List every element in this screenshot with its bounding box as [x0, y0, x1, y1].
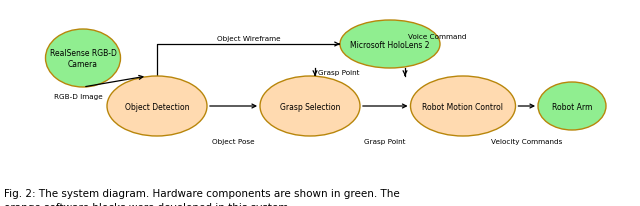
- Text: Fig. 2: The system diagram. Hardware components are shown in green. The
orange s: Fig. 2: The system diagram. Hardware com…: [4, 188, 400, 206]
- Ellipse shape: [45, 30, 120, 88]
- Text: RealSense RGB-D
Camera: RealSense RGB-D Camera: [49, 49, 116, 69]
- Text: RGB-D Image: RGB-D Image: [54, 94, 102, 99]
- Text: Robot Motion Control: Robot Motion Control: [422, 102, 504, 111]
- Text: Grasp Point: Grasp Point: [318, 70, 360, 76]
- Text: Object Detection: Object Detection: [125, 102, 189, 111]
- Text: Velocity Commands: Velocity Commands: [491, 138, 563, 144]
- Text: Grasp Selection: Grasp Selection: [280, 102, 340, 111]
- Ellipse shape: [340, 21, 440, 69]
- Ellipse shape: [410, 77, 515, 136]
- Text: Microsoft HoloLens 2: Microsoft HoloLens 2: [350, 40, 429, 49]
- Text: Robot Arm: Robot Arm: [552, 102, 592, 111]
- Text: Voice Command: Voice Command: [408, 34, 467, 40]
- Text: Object Wireframe: Object Wireframe: [217, 36, 280, 42]
- Ellipse shape: [260, 77, 360, 136]
- Ellipse shape: [107, 77, 207, 136]
- Ellipse shape: [538, 83, 606, 130]
- Text: Object Pose: Object Pose: [212, 138, 255, 144]
- Text: Grasp Point: Grasp Point: [365, 138, 406, 144]
